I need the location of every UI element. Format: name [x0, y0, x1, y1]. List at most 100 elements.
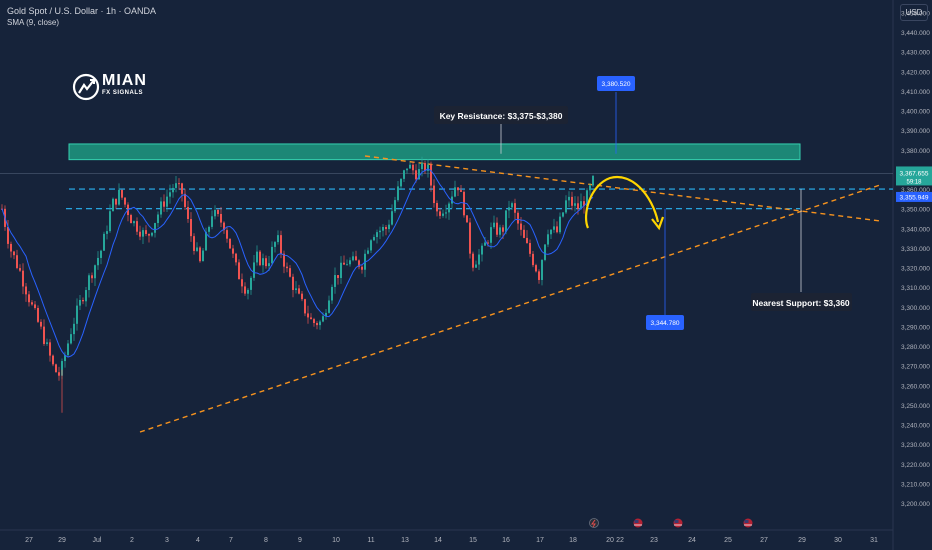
candle-body — [442, 213, 444, 216]
countdown-label: 59:18 — [906, 179, 922, 185]
candle-body — [484, 242, 486, 246]
candle-body — [550, 229, 552, 235]
candle-body — [385, 227, 387, 230]
candle-body — [292, 276, 294, 290]
candle-body — [502, 227, 504, 232]
candle-body — [313, 319, 315, 324]
candle-body — [352, 256, 354, 261]
y-tick-label: 3,290.000 — [901, 324, 930, 331]
candle-body — [457, 187, 459, 191]
y-tick-label: 3,300.000 — [901, 305, 930, 312]
target-down-box — [646, 315, 684, 330]
sma-line — [1, 168, 594, 358]
candle-body — [262, 258, 264, 266]
candle-body — [214, 209, 216, 217]
candle-body — [448, 203, 450, 213]
candle-body — [205, 231, 207, 251]
candle-body — [70, 334, 72, 344]
candle-body — [40, 321, 42, 327]
candle-body — [241, 279, 243, 287]
candle-body — [154, 223, 156, 233]
candle-body — [298, 288, 300, 294]
x-tick-label: 25 — [724, 537, 732, 544]
sma-price-badge — [896, 191, 932, 202]
candle-body — [586, 190, 588, 207]
y-tick-label: 3,310.000 — [901, 285, 930, 292]
candle-body — [514, 203, 516, 213]
x-tick-label: 3 — [165, 537, 169, 544]
candle-body — [361, 266, 363, 270]
candle-body — [376, 232, 378, 238]
candle-body — [67, 343, 69, 356]
candle-body — [229, 238, 231, 249]
candle-body — [367, 250, 369, 254]
x-tick-label: 13 — [401, 537, 409, 544]
candle-body — [10, 243, 12, 252]
candle-body — [508, 207, 510, 211]
candle-body — [13, 251, 15, 256]
candle-body — [31, 302, 33, 305]
candle-body — [340, 262, 342, 279]
x-tick-label: 4 — [196, 537, 200, 544]
candle-body — [265, 258, 267, 267]
candle-body — [7, 226, 9, 244]
candle-body — [142, 230, 144, 237]
candle-body — [391, 211, 393, 225]
candle-body — [397, 186, 399, 201]
currency-button[interactable]: USD — [900, 4, 928, 21]
support-callout-box — [751, 293, 852, 311]
candle-body — [211, 216, 213, 227]
target-up-box — [597, 76, 635, 91]
candle-body — [520, 223, 522, 230]
candle-body — [139, 231, 141, 237]
candle-body — [412, 164, 414, 171]
y-tick-label: 3,360.000 — [901, 187, 930, 194]
x-tick-label: 15 — [469, 537, 477, 544]
candle-body — [121, 189, 123, 198]
x-tick-label: 29 — [798, 537, 806, 544]
candle-body — [577, 203, 579, 209]
candle-body — [97, 257, 99, 266]
candle-body — [73, 323, 75, 335]
candle-body — [157, 214, 159, 224]
candle-body — [103, 233, 105, 251]
y-tick-label: 3,230.000 — [901, 442, 930, 449]
symbol-title: Gold Spot / U.S. Dollar · 1h · OANDA — [7, 6, 157, 16]
candle-body — [481, 245, 483, 255]
candle-body — [247, 289, 249, 294]
x-tick-label: 16 — [502, 537, 510, 544]
candle-body — [253, 262, 255, 278]
candle-body — [532, 253, 534, 266]
candles-group — [1, 156, 594, 381]
candle-body — [466, 215, 468, 223]
candle-body — [85, 290, 87, 302]
y-tick-label: 3,280.000 — [901, 344, 930, 351]
candle-body — [52, 355, 54, 365]
candle-body — [22, 270, 24, 287]
candle-body — [190, 218, 192, 237]
indicator-label: SMA (9, close) — [7, 18, 60, 27]
candle-body — [169, 192, 171, 197]
candle-body — [571, 196, 573, 206]
lightning-event-icon — [589, 518, 599, 528]
candle-body — [337, 275, 339, 279]
candle-body — [208, 226, 210, 232]
candle-body — [58, 372, 60, 376]
candle-body — [16, 255, 18, 269]
y-tick-label: 3,390.000 — [901, 128, 930, 135]
target-up-label: 3,380.520 — [602, 81, 631, 88]
candle-body — [406, 168, 408, 171]
candle-body — [295, 288, 297, 290]
x-tick-label: 18 — [569, 537, 577, 544]
candle-body — [589, 185, 591, 191]
x-tick-label: 17 — [536, 537, 544, 544]
y-tick-label: 3,380.000 — [901, 148, 930, 155]
candle-body — [460, 190, 462, 192]
x-tick-label: 27 — [760, 537, 768, 544]
candle-body — [418, 169, 420, 180]
candle-body — [220, 213, 222, 223]
candle-body — [529, 243, 531, 254]
candle-body — [400, 178, 402, 187]
candle-body — [148, 233, 150, 236]
